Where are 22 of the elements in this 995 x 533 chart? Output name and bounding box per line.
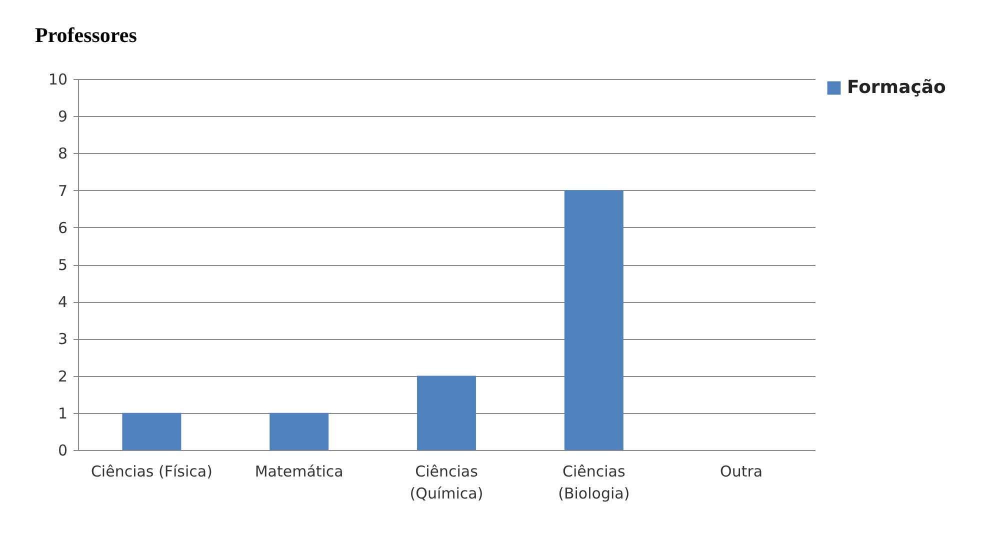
bar: [270, 412, 329, 450]
x-tick-label: Ciências (Física): [90, 462, 212, 480]
legend-label: Formação: [847, 77, 946, 98]
y-tick-label: 5: [58, 256, 68, 274]
y-tick-label: 9: [58, 108, 68, 126]
x-tick-label: Ciências (Biologia): [558, 462, 630, 502]
y-tick-label: 10: [48, 70, 68, 88]
x-tick-label: Outra: [720, 462, 763, 480]
x-tick-label: Ciências (Química): [410, 462, 484, 502]
y-tick-label: 4: [58, 293, 68, 312]
y-tick-label: 8: [58, 144, 68, 163]
bar: [564, 190, 624, 450]
y-tick-label: 7: [58, 182, 68, 200]
chart-title: Professores: [35, 23, 137, 47]
bar: [417, 376, 476, 450]
y-tick-label: 6: [58, 218, 68, 237]
y-tick-label: 3: [58, 330, 68, 348]
bar: [122, 412, 182, 450]
y-tick-label: 2: [58, 367, 68, 386]
y-tick-label: 0: [58, 442, 68, 460]
y-tick-label: 1: [58, 404, 68, 422]
x-tick-label: Matemática: [254, 462, 344, 480]
